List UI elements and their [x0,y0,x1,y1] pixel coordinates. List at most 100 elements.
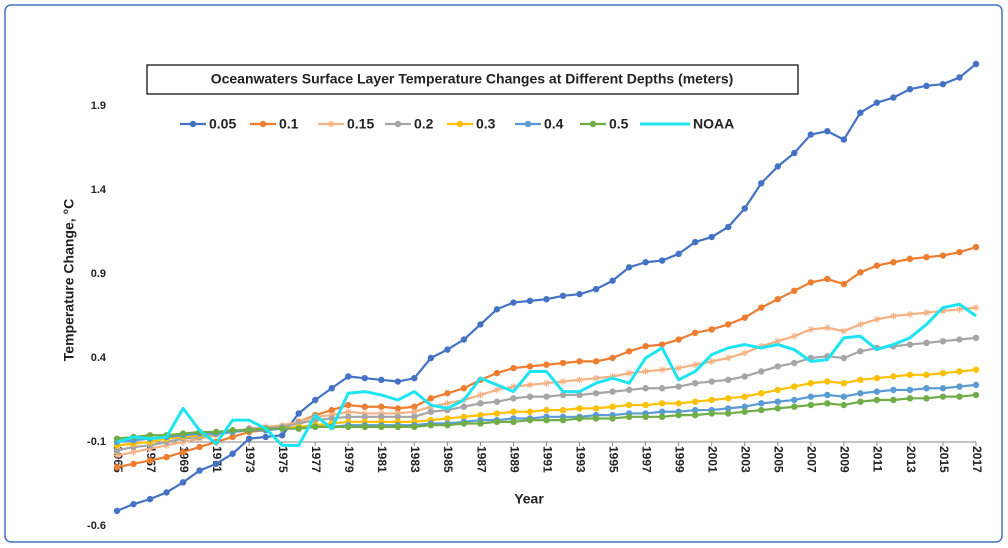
x-tick-label: 1973 [243,446,257,473]
legend-item: 0.2 [385,116,434,132]
data-point [956,368,963,375]
data-point [592,405,600,412]
data-point [857,348,864,355]
data-point [229,450,236,457]
data-point [741,314,748,321]
data-point [939,338,947,345]
data-point [328,406,335,414]
data-point [146,457,154,464]
data-point [146,432,154,439]
data-point [576,358,583,365]
data-point [559,416,567,424]
legend-marker [524,120,532,128]
data-point [791,383,798,390]
data-point [196,467,203,474]
x-tick-label: 1989 [507,446,521,473]
x-tick-label: 2005 [772,446,786,473]
data-point [361,409,369,417]
x-tick-label: 2003 [739,446,753,473]
data-point [857,398,864,405]
data-point [906,371,914,378]
data-point [856,320,864,328]
data-point [559,391,567,399]
data-point [774,386,781,394]
data-point [906,341,914,348]
data-point [708,326,715,333]
data-point [873,396,881,404]
data-point [179,448,187,456]
data-point [625,386,633,394]
data-point [972,391,980,399]
data-point [658,385,666,392]
data-point [526,363,534,370]
data-point [477,411,484,419]
data-point [873,262,881,269]
data-point [923,339,930,347]
data-point [691,238,699,246]
data-point [609,388,616,395]
data-point [642,343,649,350]
title-box [146,64,799,95]
legend-label: 0.15 [347,116,374,132]
data-point [708,410,715,417]
data-point [774,405,781,412]
data-point [609,415,616,422]
legend-item: 0.1 [250,116,299,132]
data-point [675,250,682,258]
data-point [741,408,748,415]
data-point [807,279,815,286]
data-point [427,408,435,415]
data-point [625,413,633,420]
data-point [113,451,121,459]
data-point [807,131,815,138]
data-point [889,312,897,320]
data-point [774,363,781,370]
data-point [526,297,534,305]
data-point [923,254,930,261]
data-point [443,399,451,407]
data-point [725,405,732,412]
data-point [361,423,368,431]
data-point [890,94,897,101]
data-point [576,415,583,422]
data-point [758,304,765,311]
data-point [873,315,881,323]
y-tick-label: 1.9 [91,100,106,112]
data-point [576,405,583,412]
data-point [939,393,947,400]
data-point [840,327,848,335]
data-point [444,346,451,353]
data-point [179,479,187,486]
data-point [658,366,666,374]
data-point [378,423,385,431]
data-point [642,385,649,392]
data-point [658,400,666,407]
chart-title: Oceanwaters Surface Layer Temperature Ch… [211,71,734,87]
data-point [691,361,699,369]
data-point [840,354,848,362]
chart-border [4,4,1003,543]
legend-marker [456,120,464,128]
data-point [939,369,947,377]
y-tick-label: 0.4 [91,352,107,364]
data-point [906,310,914,318]
legend-marker [189,120,197,128]
data-point [609,372,617,380]
data-point [906,386,914,394]
legend-label: 0.3 [476,116,496,132]
data-point [543,296,550,303]
x-tick-label: 1983 [408,446,422,473]
data-point [559,378,567,386]
data-point [245,435,253,442]
data-point [675,336,682,343]
data-point [890,373,897,380]
data-point [559,359,567,367]
legend-label: 0.05 [209,116,236,132]
data-point [955,305,963,313]
data-point [378,376,385,384]
data-point [245,427,253,434]
data-point [675,383,682,390]
data-point [658,408,666,415]
data-point [939,307,947,315]
